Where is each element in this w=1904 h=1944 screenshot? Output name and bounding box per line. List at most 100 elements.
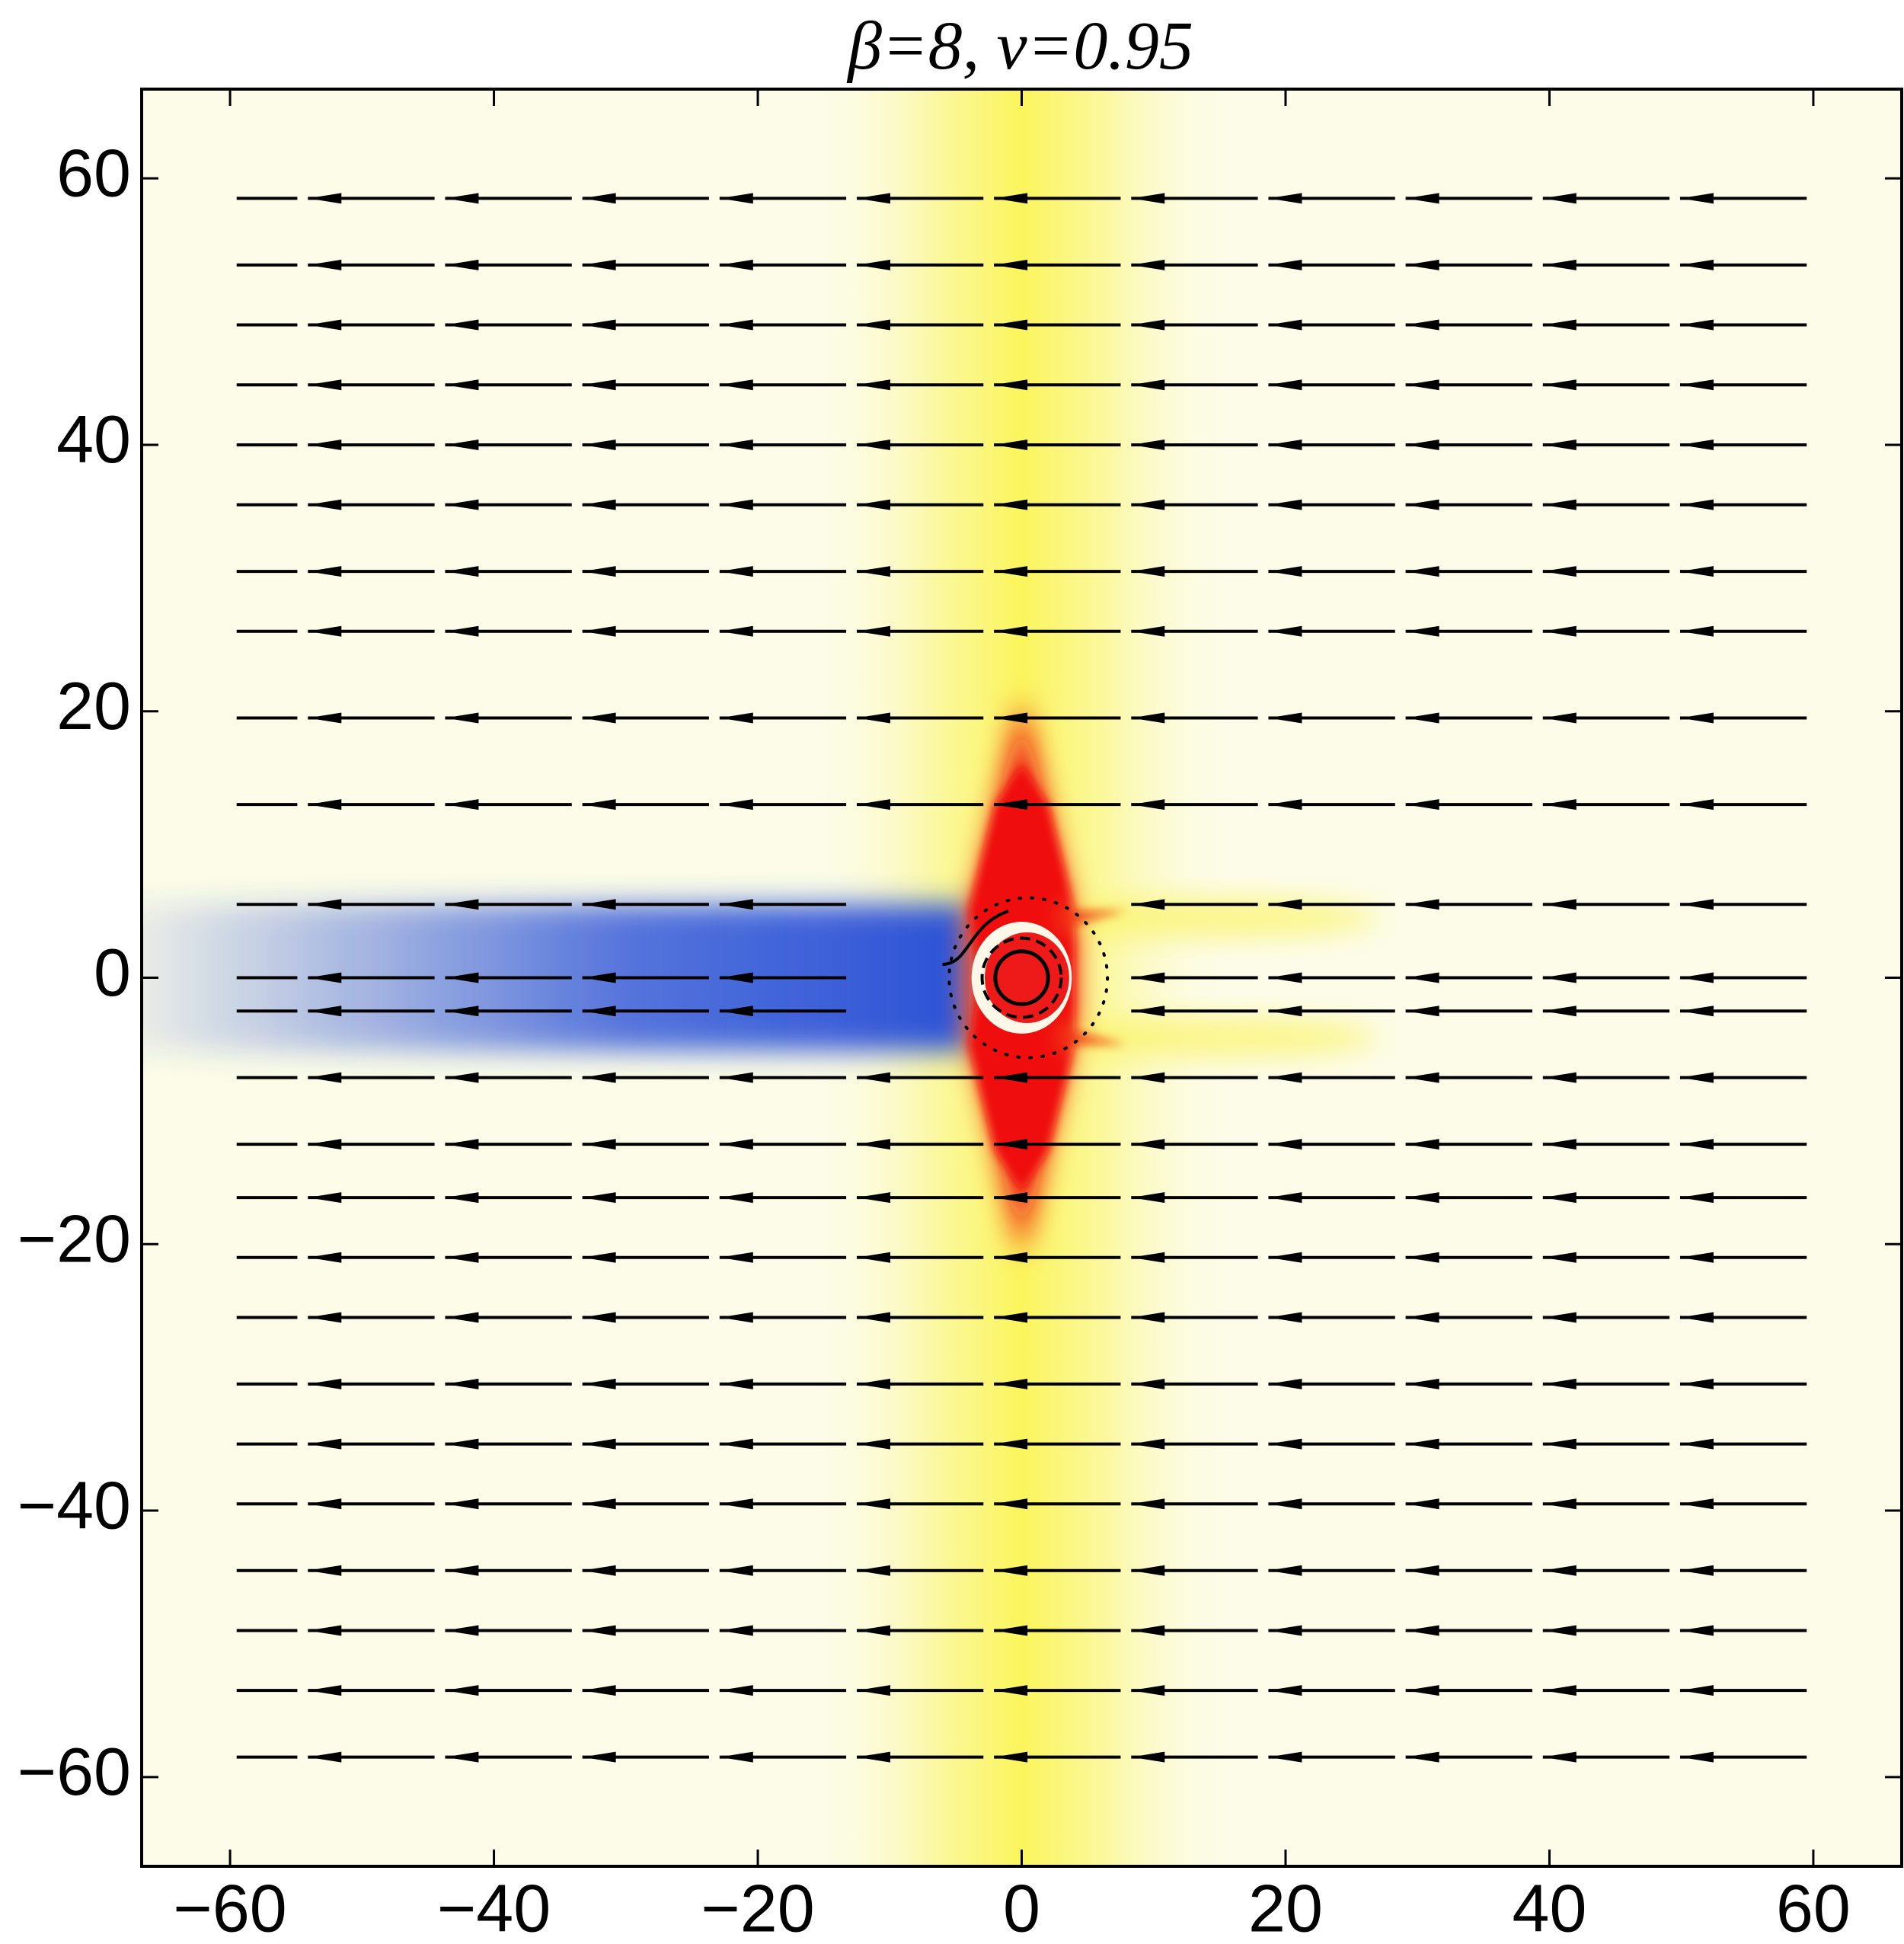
arrowhead	[719, 1625, 753, 1636]
arrowhead	[1679, 712, 1714, 724]
arrowhead	[994, 1498, 1028, 1510]
arrowhead	[719, 799, 753, 811]
arrowhead	[856, 499, 890, 510]
arrowhead	[1131, 566, 1165, 577]
arrowhead	[719, 899, 753, 910]
arrowhead	[308, 1139, 342, 1150]
arrowhead	[1542, 566, 1577, 577]
arrowhead	[1405, 712, 1439, 724]
arrowhead	[719, 1438, 753, 1450]
arrowhead	[582, 1625, 616, 1636]
arrowhead	[856, 1498, 890, 1510]
arrowhead	[856, 319, 890, 331]
arrowhead	[856, 1252, 890, 1263]
arrowhead	[308, 379, 342, 391]
arrowhead	[1268, 1751, 1302, 1763]
arrowhead	[994, 1192, 1028, 1204]
arrowhead	[582, 259, 616, 270]
arrowhead	[1268, 1192, 1302, 1204]
arrowhead	[719, 1072, 753, 1083]
arrowhead	[719, 625, 753, 637]
arrowhead	[1131, 899, 1165, 910]
y-tick-label: 0	[94, 935, 131, 1010]
arrowhead	[1131, 1072, 1165, 1083]
arrowhead	[994, 379, 1028, 391]
arrowhead	[445, 259, 479, 270]
y-tick-label: −40	[18, 1467, 131, 1543]
arrowhead	[1131, 193, 1165, 204]
arrowhead	[582, 625, 616, 637]
arrowhead	[856, 1192, 890, 1204]
arrowhead	[1542, 625, 1577, 637]
arrowhead	[308, 1751, 342, 1763]
arrowhead	[445, 379, 479, 391]
arrowhead	[308, 319, 342, 331]
arrowhead	[1131, 1685, 1165, 1696]
arrowhead	[719, 1498, 753, 1510]
arrowhead	[308, 1252, 342, 1263]
arrowhead	[994, 625, 1028, 637]
arrowhead	[1268, 439, 1302, 450]
arrowhead	[1131, 259, 1165, 270]
arrowhead	[1268, 1565, 1302, 1576]
arrowhead	[1679, 799, 1714, 811]
arrowhead	[445, 1498, 479, 1510]
arrowhead	[719, 379, 753, 391]
arrowhead	[1542, 1685, 1577, 1696]
arrowhead	[1405, 1751, 1439, 1763]
arrowhead	[856, 1312, 890, 1323]
arrowhead	[445, 566, 479, 577]
arrowhead	[1405, 1006, 1439, 1017]
arrowhead	[445, 972, 479, 983]
arrowhead	[582, 566, 616, 577]
arrowhead	[856, 1565, 890, 1576]
arrowhead	[1131, 625, 1165, 637]
arrowhead	[856, 439, 890, 450]
arrowhead	[1679, 193, 1714, 204]
arrowhead	[1679, 1006, 1714, 1017]
arrowhead	[582, 1192, 616, 1204]
arrowhead	[1405, 1252, 1439, 1263]
arrowhead	[308, 972, 342, 983]
arrowhead	[1131, 1192, 1165, 1204]
y-tick-label: 20	[56, 668, 131, 743]
arrowhead	[582, 899, 616, 910]
arrowhead	[445, 1565, 479, 1576]
arrowhead	[1268, 1378, 1302, 1389]
arrowhead	[582, 1312, 616, 1323]
arrowhead	[856, 1378, 890, 1389]
arrowhead	[582, 499, 616, 510]
y-tick-label: −20	[18, 1201, 131, 1277]
x-tick-label: 20	[1248, 1870, 1323, 1944]
arrowhead	[1268, 499, 1302, 510]
arrowhead	[445, 712, 479, 724]
arrowhead	[994, 1072, 1028, 1083]
arrowhead	[1542, 1378, 1577, 1389]
arrowhead	[582, 193, 616, 204]
arrowhead	[582, 439, 616, 450]
y-tick-label: 40	[56, 401, 131, 477]
arrowhead	[719, 566, 753, 577]
arrowhead	[1131, 1378, 1165, 1389]
arrowhead	[1542, 193, 1577, 204]
arrowhead	[582, 1438, 616, 1450]
y-tick-label: −60	[18, 1734, 131, 1809]
arrowhead	[1679, 1139, 1714, 1150]
arrowhead	[582, 1565, 616, 1576]
arrowhead	[994, 193, 1028, 204]
arrowhead	[1268, 1312, 1302, 1323]
arrowhead	[1542, 1625, 1577, 1636]
arrowhead	[1679, 1192, 1714, 1204]
arrowhead	[1405, 1565, 1439, 1576]
arrowhead	[582, 1072, 616, 1083]
arrowhead	[1268, 566, 1302, 577]
arrowhead	[582, 712, 616, 724]
arrowhead	[1405, 625, 1439, 637]
arrowhead	[1542, 1072, 1577, 1083]
arrowhead	[1679, 899, 1714, 910]
arrowhead	[994, 1685, 1028, 1696]
arrowhead	[856, 1139, 890, 1150]
arrowhead	[308, 566, 342, 577]
arrowhead	[1268, 193, 1302, 204]
